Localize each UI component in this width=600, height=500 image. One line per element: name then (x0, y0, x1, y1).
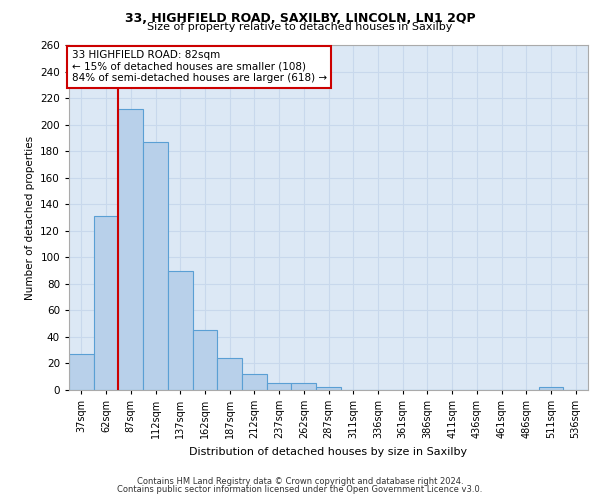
Text: Contains HM Land Registry data © Crown copyright and database right 2024.: Contains HM Land Registry data © Crown c… (137, 477, 463, 486)
Bar (267, 384, 292, 390)
Bar (242, 374, 267, 390)
Text: Size of property relative to detached houses in Saxilby: Size of property relative to detached ho… (148, 22, 452, 32)
Bar (316, 388, 341, 390)
Bar (168, 270, 193, 390)
Bar (118, 108, 143, 390)
Text: 33, HIGHFIELD ROAD, SAXILBY, LINCOLN, LN1 2QP: 33, HIGHFIELD ROAD, SAXILBY, LINCOLN, LN… (125, 12, 475, 24)
Bar (292, 384, 316, 390)
Bar (217, 358, 242, 390)
Bar (539, 388, 563, 390)
Bar (94, 216, 118, 390)
X-axis label: Distribution of detached houses by size in Saxilby: Distribution of detached houses by size … (190, 446, 467, 456)
Bar (69, 354, 94, 390)
Bar (143, 142, 168, 390)
Text: 33 HIGHFIELD ROAD: 82sqm
← 15% of detached houses are smaller (108)
84% of semi-: 33 HIGHFIELD ROAD: 82sqm ← 15% of detach… (71, 50, 327, 84)
Text: Contains public sector information licensed under the Open Government Licence v3: Contains public sector information licen… (118, 484, 482, 494)
Y-axis label: Number of detached properties: Number of detached properties (25, 136, 35, 300)
Bar (193, 330, 217, 390)
